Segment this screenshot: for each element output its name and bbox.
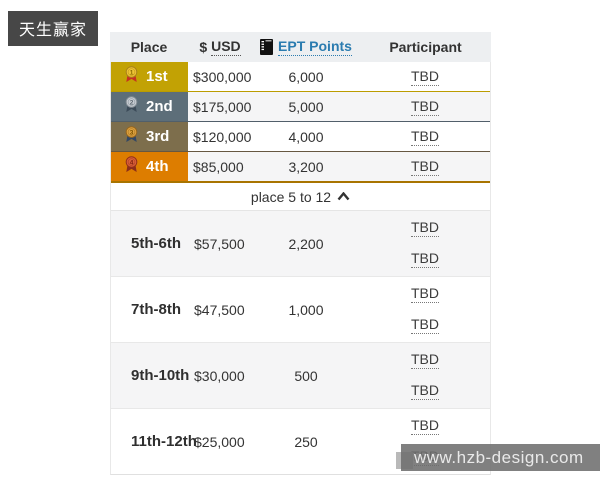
place-cell-1st: 1 1st bbox=[111, 62, 188, 91]
points-value: 5,000 bbox=[288, 98, 324, 115]
header-usd: $ USD bbox=[188, 32, 252, 62]
points-value: 2,200 bbox=[288, 235, 324, 252]
participant-link[interactable]: TBD bbox=[411, 316, 439, 334]
watermark: www.hzb-design.com bbox=[401, 444, 600, 471]
participant-link[interactable]: TBD bbox=[411, 351, 439, 369]
place-label: 2nd bbox=[146, 98, 173, 115]
header-participant: Participant bbox=[389, 39, 462, 55]
red-medal-icon: 4 bbox=[123, 155, 140, 178]
bronze-medal-icon: 3 bbox=[123, 125, 140, 148]
dollar-sign: $ bbox=[199, 39, 208, 55]
place-cell-4th: 4 4th bbox=[111, 152, 188, 181]
collapse-label: place 5 to 12 bbox=[250, 188, 332, 205]
table-header: Place $ USD EPT Points Participant bbox=[110, 32, 491, 62]
place-label: 3rd bbox=[146, 128, 170, 145]
brand-badge: 天生赢家 bbox=[8, 11, 99, 46]
watermark-text: www.hzb-design.com bbox=[414, 447, 584, 467]
points-value: 4,000 bbox=[288, 128, 324, 145]
table-body: 1 1st $300,000 6,000 TBD 2 bbox=[110, 62, 491, 475]
place-label: 1st bbox=[146, 68, 168, 85]
table-row-4th: 4 4th $85,000 3,200 TBD bbox=[111, 152, 490, 183]
participant-link[interactable]: TBD bbox=[411, 219, 439, 237]
group-place-label: 5th-6th bbox=[131, 235, 181, 252]
table-row-7th-8th: 7th-8th $47,500 1,000 TBD TBD bbox=[111, 276, 490, 342]
place-cell-2nd: 2 2nd bbox=[111, 92, 188, 121]
ept-points-link[interactable]: EPT Points bbox=[278, 38, 352, 56]
table-row-1st: 1 1st $300,000 6,000 TBD bbox=[111, 62, 490, 92]
table-row-2nd: 2 2nd $175,000 5,000 TBD bbox=[111, 92, 490, 122]
usd-value: $300,000 bbox=[193, 68, 252, 85]
silver-medal-icon: 2 bbox=[123, 95, 140, 118]
place-label: 4th bbox=[146, 158, 169, 175]
points-value: 500 bbox=[294, 367, 318, 384]
place-cell-3rd: 3 3rd bbox=[111, 122, 188, 151]
participant-link[interactable]: TBD bbox=[411, 250, 439, 268]
chevron-up-icon bbox=[337, 192, 350, 201]
points-value: 3,200 bbox=[288, 158, 324, 175]
usd-value: $47,500 bbox=[194, 301, 245, 318]
participant-link[interactable]: TBD bbox=[411, 417, 439, 435]
points-value: 6,000 bbox=[288, 68, 324, 85]
ept-logo-icon bbox=[260, 39, 274, 55]
table-row-5th-6th: 5th-6th $57,500 2,200 TBD TBD bbox=[111, 211, 490, 276]
participant-link[interactable]: TBD bbox=[411, 97, 439, 116]
participant-link[interactable]: TBD bbox=[411, 382, 439, 400]
header-ept-points: EPT Points bbox=[252, 32, 360, 62]
collapse-places-toggle[interactable]: place 5 to 12 bbox=[111, 183, 490, 211]
participant-link[interactable]: TBD bbox=[411, 157, 439, 176]
usd-value: $30,000 bbox=[194, 367, 245, 384]
group-place-label: 9th-10th bbox=[131, 367, 190, 384]
table-row-9th-10th: 9th-10th $30,000 500 TBD TBD bbox=[111, 342, 490, 408]
usd-abbr: USD bbox=[211, 38, 241, 56]
svg-text:2: 2 bbox=[130, 99, 134, 106]
participant-link[interactable]: TBD bbox=[411, 285, 439, 303]
group-place-label: 11th-12th bbox=[131, 433, 197, 450]
usd-value: $25,000 bbox=[194, 433, 245, 450]
usd-value: $57,500 bbox=[194, 235, 245, 252]
group-place-label: 7th-8th bbox=[131, 301, 181, 318]
gold-medal-icon: 1 bbox=[123, 65, 140, 88]
participant-link[interactable]: TBD bbox=[411, 127, 439, 146]
svg-text:1: 1 bbox=[130, 69, 134, 76]
svg-text:3: 3 bbox=[130, 129, 134, 136]
usd-value: $120,000 bbox=[193, 128, 252, 145]
points-value: 1,000 bbox=[288, 301, 324, 318]
svg-text:4: 4 bbox=[130, 159, 134, 166]
usd-value: $175,000 bbox=[193, 98, 252, 115]
header-place: Place bbox=[130, 39, 168, 55]
table-row-11th-12th: 11th-12th $25,000 250 TBD TBD bbox=[111, 408, 490, 474]
payout-table: Place $ USD EPT Points Participant bbox=[110, 32, 491, 475]
table-row-3rd: 3 3rd $120,000 4,000 TBD bbox=[111, 122, 490, 152]
points-value: 250 bbox=[294, 433, 318, 450]
participant-link[interactable]: TBD bbox=[411, 67, 439, 86]
usd-value: $85,000 bbox=[193, 158, 244, 175]
